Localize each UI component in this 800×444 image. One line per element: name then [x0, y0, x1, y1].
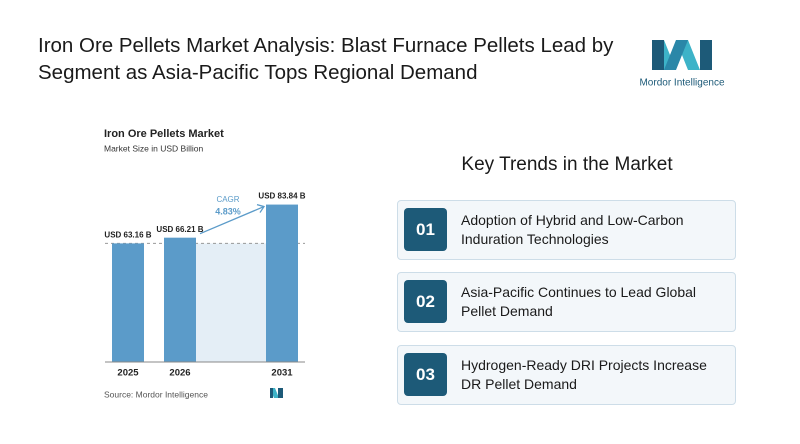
bar — [266, 204, 298, 362]
trend-text: Adoption of Hybrid and Low-Carbon Indura… — [461, 212, 684, 247]
source-logo — [270, 388, 283, 398]
trend-number: 03 — [404, 353, 447, 396]
cagr-arrowhead — [256, 203, 266, 213]
bar — [112, 243, 144, 362]
logo-shape — [700, 40, 712, 70]
logo-text: Mordor Intelligence — [639, 78, 724, 89]
bar — [164, 237, 196, 362]
logo — [652, 40, 712, 70]
chart-title: Iron Ore Pellets Market — [104, 128, 224, 140]
value-label: USD 63.16 B — [104, 231, 151, 240]
cagr-label: CAGR — [216, 195, 239, 204]
logo-shape — [664, 40, 688, 70]
trend-card: 03 Hydrogen-Ready DRI Projects Increase D… — [397, 345, 736, 405]
page-title: Iron Ore Pellets Market Analysis: Blast … — [38, 34, 614, 84]
value-label: USD 66.21 B — [156, 225, 203, 234]
value-label: USD 83.84 B — [258, 192, 305, 201]
x-tick-label: 2026 — [169, 368, 190, 379]
trend-text: Hydrogen-Ready DRI Projects Increase DR … — [461, 357, 707, 392]
x-tick-label: 2025 — [117, 368, 139, 379]
cagr-arrow — [199, 205, 265, 235]
trend-text: Asia-Pacific Continues to Lead Global Pe… — [461, 284, 697, 319]
trends-heading: Key Trends in the Market — [461, 154, 673, 175]
trend-number: 02 — [404, 280, 447, 323]
logo-shape — [278, 388, 283, 398]
trend-card: 02 Asia-Pacific Continues to Lead Global … — [397, 272, 736, 332]
logo-shape — [652, 40, 664, 70]
source: Source: Mordor Intelligence — [104, 389, 208, 399]
logo-shape — [270, 388, 273, 398]
x-tick-label: 2031 — [271, 368, 293, 379]
trend-number: 01 — [404, 208, 447, 251]
chart-subtitle: Market Size in USD Billion — [104, 143, 203, 153]
trend-card: 01 Adoption of Hybrid and Low-Carbon Indu… — [397, 200, 736, 260]
cagr-value: 4.83% — [215, 206, 241, 216]
gap-shade — [196, 243, 266, 362]
